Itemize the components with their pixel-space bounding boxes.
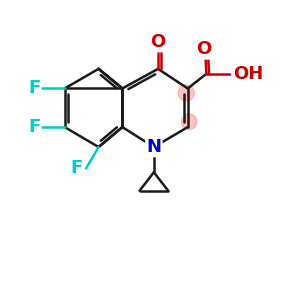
Text: O: O <box>150 33 166 51</box>
Text: F: F <box>71 159 83 177</box>
Text: F: F <box>28 80 40 98</box>
Text: O: O <box>196 40 211 58</box>
Text: F: F <box>28 118 40 136</box>
Text: OH: OH <box>232 65 263 83</box>
Circle shape <box>182 114 197 130</box>
Circle shape <box>178 85 194 101</box>
Text: N: N <box>146 138 161 156</box>
